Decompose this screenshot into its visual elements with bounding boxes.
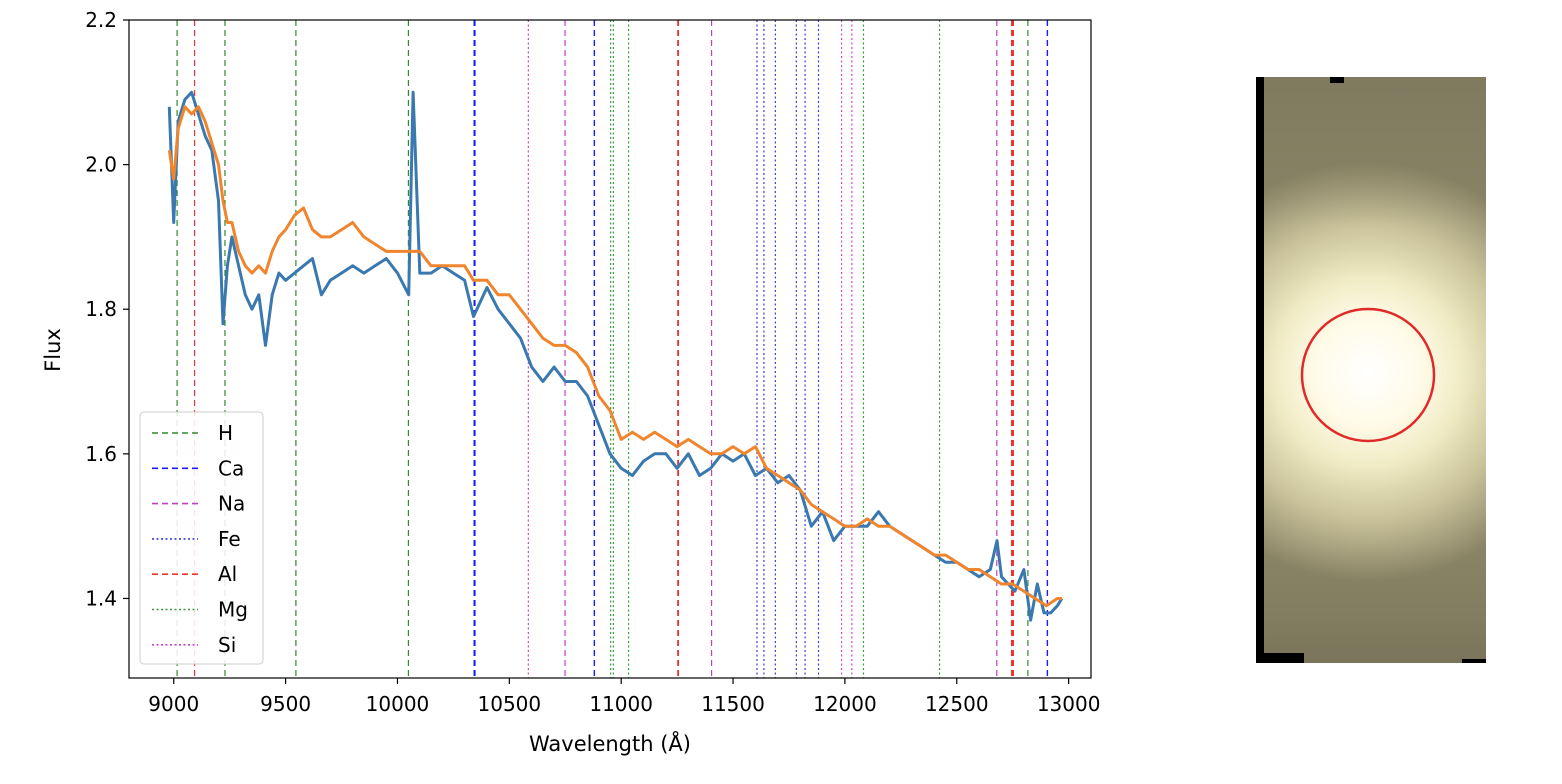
x-axis-label: Wavelength (Å) [529,730,691,756]
legend-label-al: Al [218,562,237,586]
thumbnail-dead-pixels-top [1330,77,1344,83]
x-tick-label: 12500 [925,692,989,716]
thumbnail-left-edge [1256,77,1264,663]
y-tick-label: 1.8 [85,297,117,321]
x-axis-ticks: 9000 9500 10000 10500 11000 11500 12000 12500 13… [148,678,1100,716]
series-line-1 [167,105,1062,608]
legend: H Ca Na Fe Al Mg Si [139,411,264,665]
x-tick-label: 11500 [701,692,765,716]
y-tick-label: 1.6 [85,442,117,466]
y-tick-label: 2.2 [85,8,117,32]
x-tick-label: 9500 [260,692,311,716]
thumbnail-dead-pixels-corner [1462,659,1486,663]
legend-label-mg: Mg [218,598,248,622]
spectrum-plot: 9000 9500 10000 10500 11000 11500 12000 12500 13… [41,8,1100,756]
x-tick-label: 12000 [813,692,877,716]
legend-label-fe: Fe [218,527,241,551]
legend-box [139,411,264,665]
x-tick-label: 11000 [589,692,653,716]
plot-background [129,20,1091,678]
y-axis-ticks: 1.4 1.6 1.8 2.0 2.2 [85,8,129,610]
spectrum-series [167,90,1064,622]
thumbnail-vignette [1256,77,1486,663]
thumbnail-dead-pixels-bottom [1264,653,1304,663]
x-tick-label: 10000 [366,692,430,716]
legend-label-na: Na [218,492,245,516]
x-tick-label: 9000 [148,692,199,716]
aperture-thumbnail [1256,77,1486,663]
x-tick-label: 13000 [1037,692,1101,716]
y-tick-label: 2.0 [85,153,117,177]
aperture-circle [1300,307,1436,443]
x-tick-label: 10500 [478,692,542,716]
legend-label-h: H [218,421,233,445]
plot-frame [128,19,1092,679]
legend-label-ca: Ca [218,456,244,480]
spectral-line-markers [176,20,1049,678]
legend-label-si: Si [218,633,236,657]
y-axis-label: Flux [41,328,65,372]
y-tick-label: 1.4 [85,586,117,610]
